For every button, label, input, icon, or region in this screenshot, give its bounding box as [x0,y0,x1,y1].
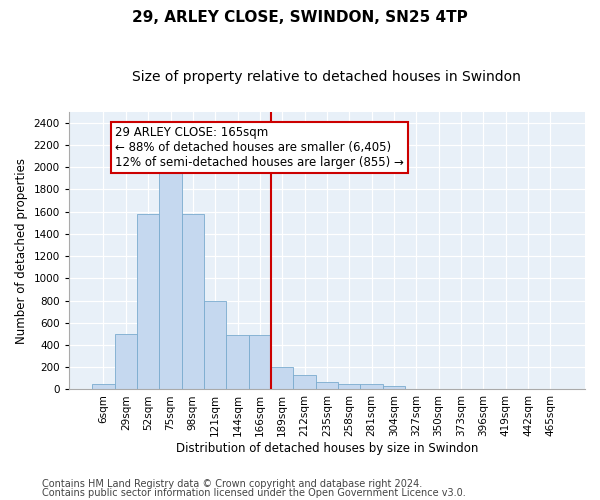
Text: 29, ARLEY CLOSE, SWINDON, SN25 4TP: 29, ARLEY CLOSE, SWINDON, SN25 4TP [132,10,468,25]
Text: 29 ARLEY CLOSE: 165sqm
← 88% of detached houses are smaller (6,405)
12% of semi-: 29 ARLEY CLOSE: 165sqm ← 88% of detached… [115,126,404,169]
Bar [271,367,293,390]
Bar [293,375,316,390]
Y-axis label: Number of detached properties: Number of detached properties [15,158,28,344]
Text: Contains public sector information licensed under the Open Government Licence v3: Contains public sector information licen… [42,488,466,498]
Bar [383,386,405,390]
Bar [338,384,361,390]
Bar [115,334,137,390]
Bar [316,382,338,390]
Text: Contains HM Land Registry data © Crown copyright and database right 2024.: Contains HM Land Registry data © Crown c… [42,479,422,489]
Bar [249,335,271,390]
Bar [361,384,383,390]
Bar [204,300,226,390]
Bar [92,384,115,390]
Bar [182,214,204,390]
Bar [226,335,249,390]
X-axis label: Distribution of detached houses by size in Swindon: Distribution of detached houses by size … [176,442,478,455]
Bar [160,172,182,390]
Bar [137,214,160,390]
Title: Size of property relative to detached houses in Swindon: Size of property relative to detached ho… [133,70,521,84]
